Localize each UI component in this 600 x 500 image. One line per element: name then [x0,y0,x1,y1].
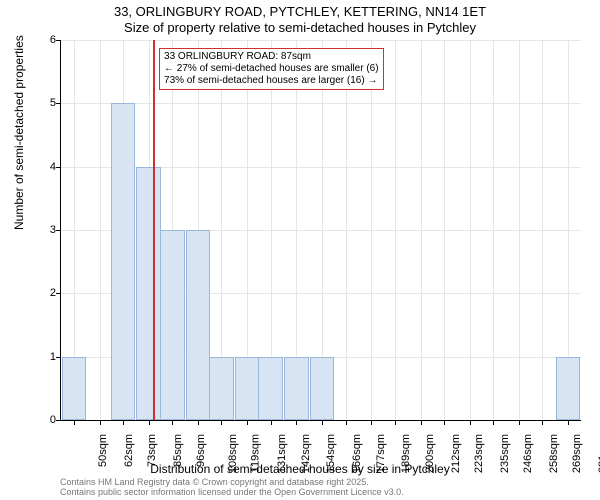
x-tick-mark [247,420,248,425]
x-tick-mark [198,420,199,425]
y-tick-mark [56,293,61,294]
histogram-bar [136,167,161,420]
x-tick-mark [172,420,173,425]
grid-line-vertical [346,40,347,420]
x-tick-mark [123,420,124,425]
x-tick-mark [149,420,150,425]
histogram-bar [160,230,185,420]
histogram-bar [556,357,581,420]
x-tick-mark [346,420,347,425]
footer-line-2: Contains public sector information licen… [60,488,404,498]
y-tick-mark [56,40,61,41]
x-tick-mark [542,420,543,425]
histogram-bar [284,357,309,420]
grid-line-vertical [493,40,494,420]
y-tick-label: 6 [40,34,56,46]
x-tick-mark [493,420,494,425]
histogram-bar [209,357,234,420]
x-tick-mark [371,420,372,425]
x-tick-mark [100,420,101,425]
attribution-footer: Contains HM Land Registry data © Crown c… [60,478,404,498]
grid-line-horizontal [61,103,581,104]
x-tick-mark [444,420,445,425]
y-tick-mark [56,357,61,358]
plot-area: 33 ORLINGBURY ROAD: 87sqm← 27% of semi-d… [60,40,581,421]
y-tick-mark [56,420,61,421]
property-marker-line [153,40,155,420]
grid-line-vertical [542,40,543,420]
histogram-bar [111,103,136,420]
histogram-bar [310,357,335,420]
x-tick-mark [322,420,323,425]
y-tick-mark [56,230,61,231]
y-axis-label: Number of semi-detached properties [12,35,26,230]
annotation-line-3: 73% of semi-detached houses are larger (… [164,75,379,87]
y-tick-label: 3 [40,224,56,236]
y-tick-label: 5 [40,97,56,109]
histogram-bar [186,230,211,420]
grid-line-vertical [421,40,422,420]
x-tick-mark [519,420,520,425]
grid-line-vertical [470,40,471,420]
x-tick-mark [271,420,272,425]
y-tick-label: 4 [40,161,56,173]
grid-line-vertical [371,40,372,420]
x-tick-mark [221,420,222,425]
chart-title-sub: Size of property relative to semi-detach… [0,20,600,35]
histogram-bar [62,357,87,420]
grid-line-vertical [519,40,520,420]
grid-line-horizontal [61,40,581,41]
y-tick-label: 2 [40,287,56,299]
histogram-bar [235,357,260,420]
x-axis-label: Distribution of semi-detached houses by … [0,462,600,476]
property-size-chart: 33, ORLINGBURY ROAD, PYTCHLEY, KETTERING… [0,0,600,500]
y-tick-label: 0 [40,414,56,426]
y-tick-mark [56,167,61,168]
y-tick-mark [56,103,61,104]
chart-title-main: 33, ORLINGBURY ROAD, PYTCHLEY, KETTERING… [0,4,600,19]
grid-line-vertical [100,40,101,420]
x-tick-mark [296,420,297,425]
y-tick-label: 1 [40,351,56,363]
annotation-line-1: 33 ORLINGBURY ROAD: 87sqm [164,51,379,63]
x-tick-mark [74,420,75,425]
x-tick-mark [470,420,471,425]
annotation-box: 33 ORLINGBURY ROAD: 87sqm← 27% of semi-d… [159,48,384,90]
grid-line-vertical [444,40,445,420]
histogram-bar [258,357,283,420]
x-tick-mark [421,420,422,425]
annotation-line-2: ← 27% of semi-detached houses are smalle… [164,63,379,75]
x-tick-mark [395,420,396,425]
x-tick-mark [568,420,569,425]
grid-line-vertical [395,40,396,420]
